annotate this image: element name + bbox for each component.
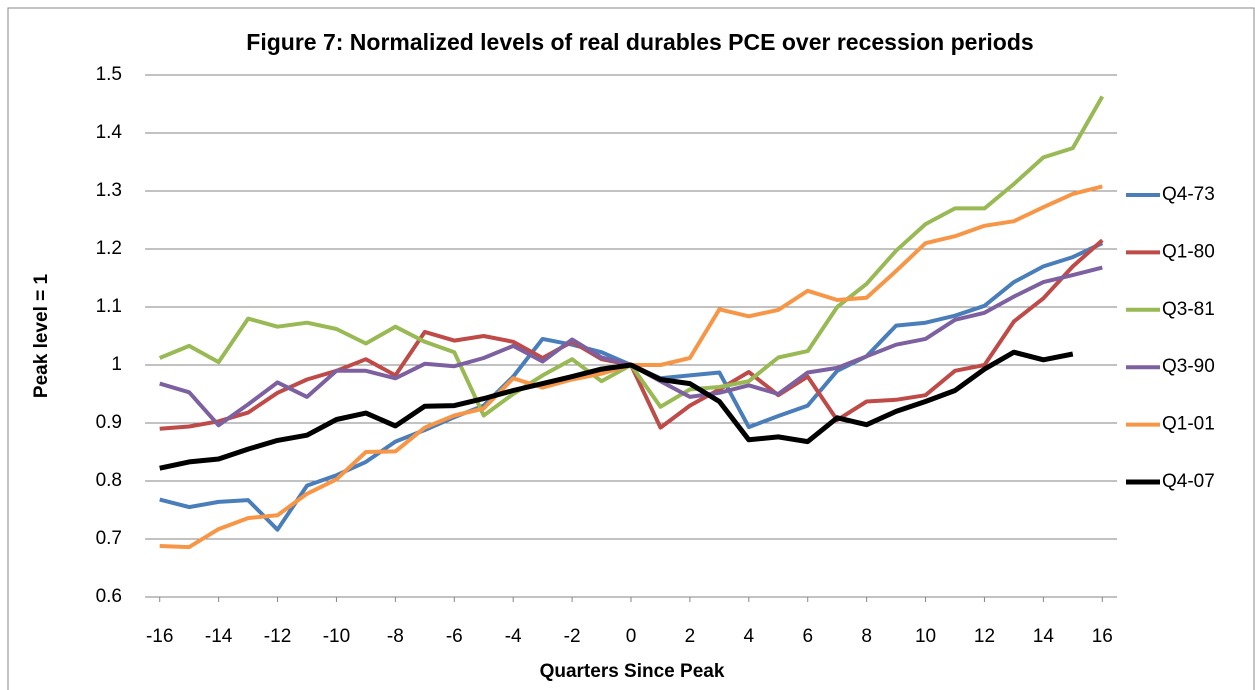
y-tick-label: 1.5 xyxy=(96,64,122,85)
x-tick-label: 14 xyxy=(1033,626,1055,647)
x-tick-label: 16 xyxy=(1092,626,1113,647)
x-tick-label: 4 xyxy=(744,626,755,647)
y-tick-label: 1.4 xyxy=(96,122,123,143)
y-tick-label: 0.6 xyxy=(96,586,122,607)
legend-label: Q3-90 xyxy=(1162,356,1215,377)
y-tick-label: 1.2 xyxy=(96,238,122,259)
x-tick-label: 6 xyxy=(802,626,813,647)
legend-label: Q1-01 xyxy=(1162,414,1215,435)
x-tick-label: 8 xyxy=(861,626,872,647)
chart-title: Figure 7: Normalized levels of real dura… xyxy=(246,29,1033,55)
x-tick-label: -14 xyxy=(205,626,233,647)
legend-label: Q4-73 xyxy=(1162,184,1215,205)
x-tick-label: -8 xyxy=(387,626,404,647)
x-tick-label: -10 xyxy=(323,626,350,647)
y-tick-label: 0.8 xyxy=(96,470,122,491)
legend-label: Q4-07 xyxy=(1162,471,1215,492)
x-tick-label: 10 xyxy=(915,626,936,647)
series-line xyxy=(159,349,1074,471)
y-tick-label: 1 xyxy=(111,354,122,375)
legend-label: Q3-81 xyxy=(1162,299,1215,320)
x-tick-label: -16 xyxy=(146,626,173,647)
legend-label: Q1-80 xyxy=(1162,241,1215,262)
y-tick-label: 1.1 xyxy=(96,296,122,317)
x-tick-label: 2 xyxy=(685,626,696,647)
x-tick-label: 12 xyxy=(974,626,995,647)
x-tick-label: -2 xyxy=(564,626,581,647)
x-tick-label: -4 xyxy=(505,626,522,647)
y-tick-label: 0.9 xyxy=(96,412,122,433)
y-tick-label: 0.7 xyxy=(96,528,122,549)
x-tick-label: 0 xyxy=(626,626,637,647)
x-tick-label: -6 xyxy=(446,626,463,647)
chart-frame xyxy=(7,7,1255,690)
y-tick-label: 1.3 xyxy=(96,180,122,201)
y-axis-title: Peak level = 1 xyxy=(31,274,52,399)
x-tick-label: -12 xyxy=(264,626,291,647)
x-axis-title: Quarters Since Peak xyxy=(540,661,725,682)
